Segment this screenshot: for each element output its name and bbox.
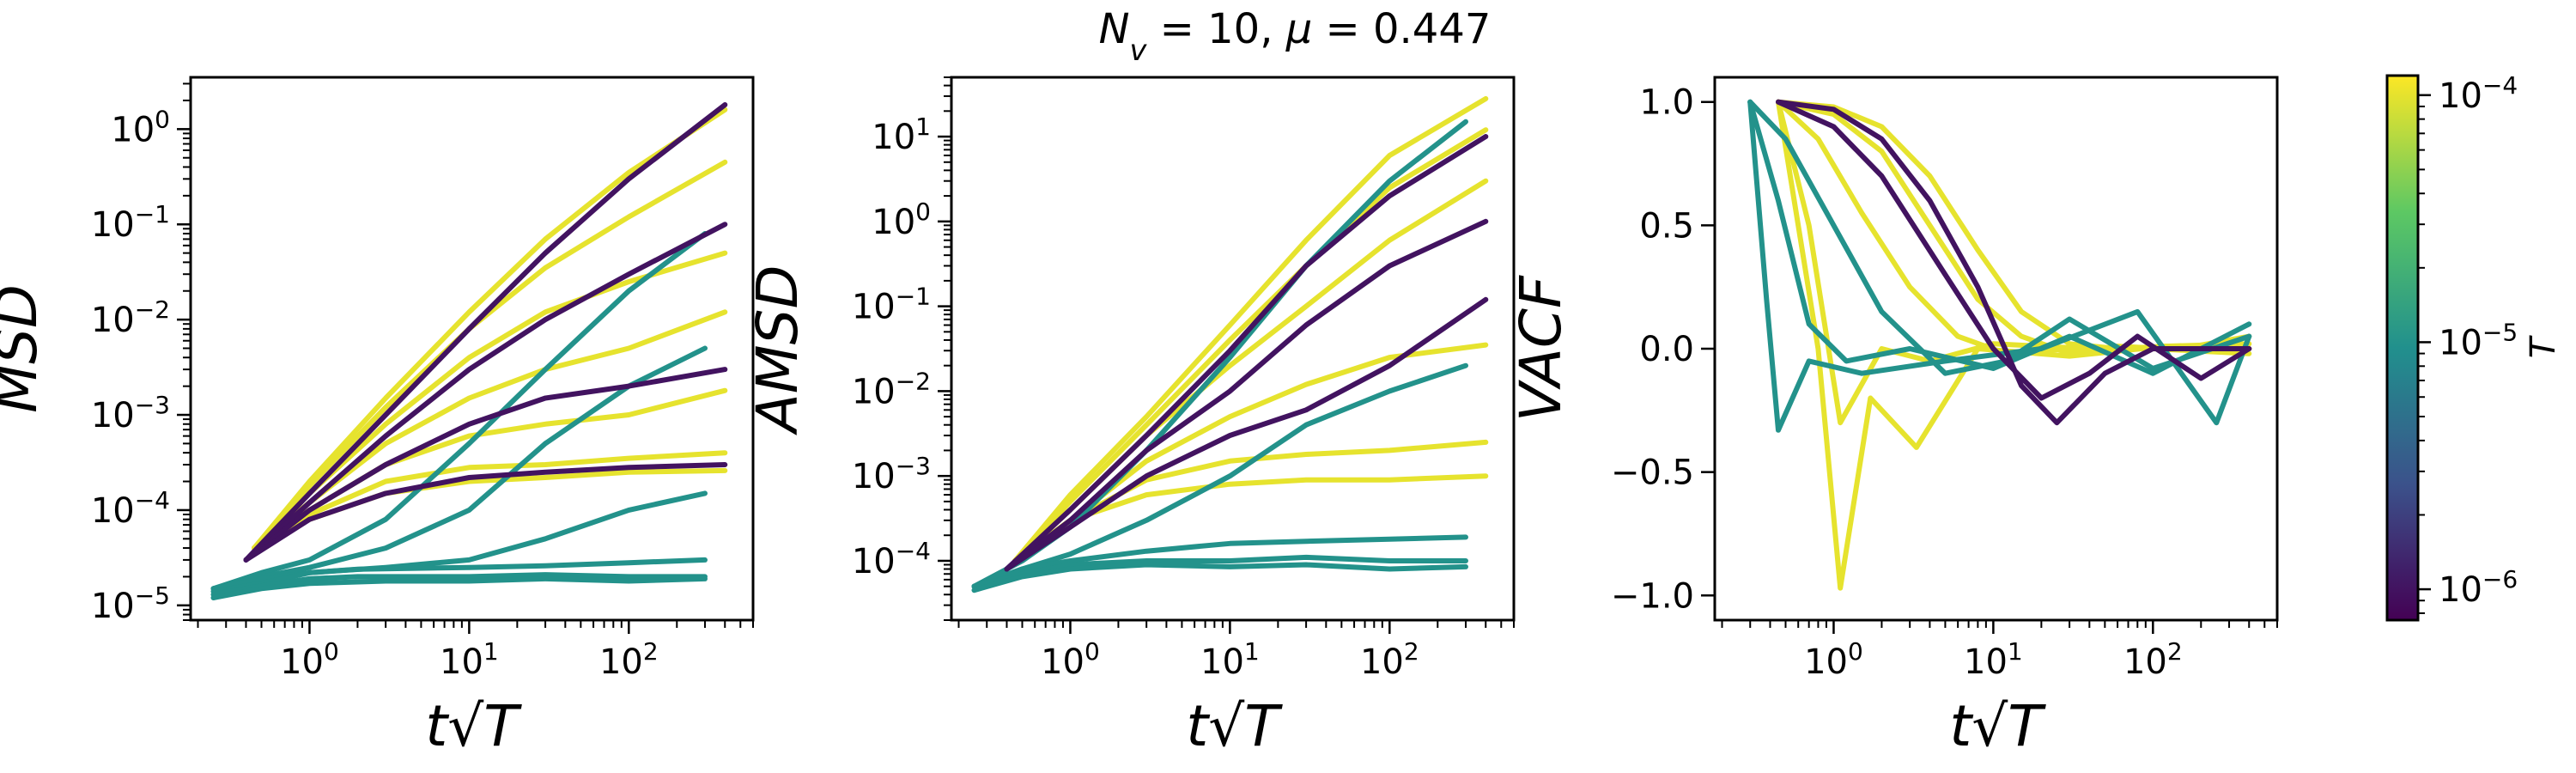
- series-line-8: [210, 231, 708, 592]
- series-line-10: [971, 554, 1468, 589]
- series-line-11: [971, 562, 1468, 593]
- y-tick-label: 1.0: [1639, 83, 1694, 123]
- x-tick-label: 102​: [2123, 637, 2183, 683]
- y-axis-label: MSD: [0, 284, 50, 413]
- x-tick-label: 101​: [1964, 637, 2023, 683]
- series-line-10: [210, 490, 708, 592]
- colorbar-label: T: [2524, 334, 2563, 358]
- y-tick-label: 10−4​: [852, 536, 931, 581]
- y-tick-label: 0.0: [1639, 330, 1694, 369]
- series-line-9: [1776, 99, 2252, 426]
- y-tick-label: 100​: [111, 105, 170, 150]
- series-line-2: [1012, 127, 1489, 563]
- y-tick-label: 10−1​: [91, 200, 170, 246]
- x-tick-label: 100​: [1804, 637, 1863, 683]
- y-tick-label: 10−2​: [91, 295, 170, 341]
- figure-title: Nv = 10, μ = 0.447: [1099, 5, 1492, 67]
- panel-vacf: 100​ 101​ 102​ −1.0 −0.5 0.0 0.5 1.0 t√T VACF: [1508, 76, 2279, 759]
- y-tick-label: 0.5: [1639, 206, 1694, 246]
- x-tick-label: 101​: [440, 637, 499, 683]
- x-tick-label: 101​: [1200, 637, 1260, 683]
- chart-panels: 100​101​102​10−5​10−4​10−3​10−2​10−1​100…: [0, 76, 2279, 759]
- series-group: [210, 102, 728, 600]
- series-line-14: [243, 102, 728, 563]
- y-tick-label: −1.0: [1611, 576, 1694, 616]
- series-line-11: [210, 557, 708, 594]
- series-line-13: [210, 575, 708, 600]
- series-line-6: [252, 450, 728, 551]
- y-tick-label: −0.5: [1611, 453, 1694, 493]
- colorbar-tick-label: 10−4​: [2439, 70, 2518, 116]
- axes-frame: [950, 76, 1516, 622]
- series-line-12: [210, 572, 708, 598]
- colorbar: 10−6​ 10−5​ 10−4​ T: [2385, 70, 2563, 622]
- panel-amsd: 100​ 101​ 102​ 10−4​ 10−3​ 10−2​ 10−1​ 100​ 101​…: [744, 76, 1516, 759]
- series-line-10: [1776, 99, 2252, 401]
- x-axis-label: t√T: [1186, 693, 1283, 759]
- panel-msd: 100​ 101​ 102​ 10−5​ 10−4​ 10−3​ 10−2​ 10−1​ 100…: [0, 76, 755, 759]
- y-tick-label: 100​: [872, 197, 931, 242]
- y-axis-label: VACF: [1508, 275, 1574, 422]
- y-tick-label: 101​: [872, 113, 931, 158]
- y-tick-label: 10−5​: [91, 581, 170, 626]
- series-group: [1747, 99, 2252, 591]
- series-line-9: [210, 345, 708, 592]
- series-line-8: [1747, 99, 2252, 376]
- series-group: [971, 95, 1489, 593]
- y-tick-label: 10−3​: [852, 452, 931, 497]
- x-axis-label: t√T: [425, 693, 522, 759]
- series-line-15: [243, 222, 728, 563]
- series-line-9: [971, 534, 1468, 589]
- x-tick-label: 100​: [1041, 637, 1100, 683]
- colorbar-tick-label: 10−6​: [2439, 565, 2518, 611]
- series-line-16: [243, 367, 728, 563]
- series-line-14: [1004, 296, 1489, 572]
- series-line-13: [1004, 218, 1489, 572]
- colorbar-bar: [2385, 74, 2420, 622]
- series-line-5: [1776, 99, 2252, 591]
- y-tick-label: 10−4​: [91, 485, 170, 531]
- series-line-17: [243, 462, 728, 563]
- series-line-1: [1012, 95, 1489, 563]
- series-line-7: [1747, 99, 2252, 433]
- x-tick-label: 102​: [599, 637, 659, 683]
- y-tick-label: 10−3​: [91, 391, 170, 436]
- y-tick-label: 10−2​: [852, 367, 931, 412]
- y-axis-label: AMSD: [744, 265, 811, 436]
- y-tick-label: 10−1​: [852, 282, 931, 327]
- colorbar-tick-label: 10−5​: [2439, 318, 2518, 363]
- x-tick-label: 100​: [280, 637, 339, 683]
- x-tick-label: 102​: [1360, 637, 1419, 683]
- series-line-12: [1004, 134, 1489, 572]
- series-line-1: [252, 107, 728, 551]
- x-axis-label: t√T: [1949, 693, 2046, 759]
